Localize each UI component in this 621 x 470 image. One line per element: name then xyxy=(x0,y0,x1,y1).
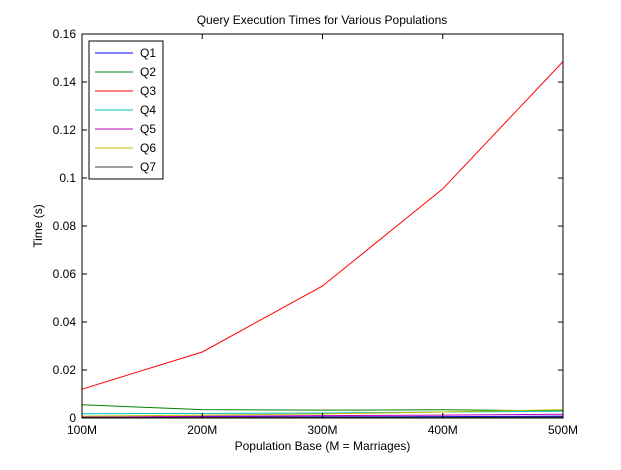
x-tick-label: 200M xyxy=(187,423,217,437)
legend-label: Q1 xyxy=(140,46,156,60)
legend-label: Q6 xyxy=(140,141,156,155)
y-tick-label: 0.14 xyxy=(53,75,77,89)
y-tick-label: 0.12 xyxy=(53,123,77,137)
legend-label: Q3 xyxy=(140,84,156,98)
y-tick-label: 0 xyxy=(69,411,76,425)
y-tick-label: 0.06 xyxy=(53,267,77,281)
y-tick-label: 0.1 xyxy=(59,171,76,185)
y-axis-label: Time (s) xyxy=(31,204,45,248)
chart-title: Query Execution Times for Various Popula… xyxy=(197,13,448,27)
legend-label: Q7 xyxy=(140,160,156,174)
y-tick-label: 0.16 xyxy=(53,27,77,41)
y-tick-label: 0.08 xyxy=(53,219,77,233)
series-line-q2 xyxy=(81,404,564,412)
series-line-q3 xyxy=(81,61,564,390)
y-tick-label: 0.04 xyxy=(53,315,77,329)
x-tick-label: 300M xyxy=(307,423,337,437)
legend-label: Q4 xyxy=(140,103,156,117)
x-tick-label: 400M xyxy=(428,423,458,437)
x-tick-label: 100M xyxy=(67,423,97,437)
legend: Q1 Q2 Q3 Q4 Q5 Q6 Q7 xyxy=(88,40,164,180)
x-tick-label: 500M xyxy=(548,423,578,437)
y-tick-label: 0.02 xyxy=(53,363,77,377)
ticks-layer: 100M 200M 300M 400M 500M 0 0.02 0.04 0.06 0.08 0.1… xyxy=(53,27,578,437)
legend-label: Q2 xyxy=(140,65,156,79)
legend-label: Q5 xyxy=(140,122,156,136)
x-axis-label: Population Base (M = Marriages) xyxy=(235,439,411,453)
